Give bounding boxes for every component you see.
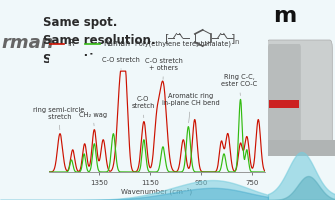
Text: ]: ] [230,33,235,43]
Text: Aromatic ring
in-plane CH bend: Aromatic ring in-plane CH bend [162,93,220,123]
Text: n: n [235,40,239,46]
Bar [268,140,335,156]
Text: CH₂ wag: CH₂ wag [79,112,107,126]
Text: C-O stretch: C-O stretch [102,57,140,69]
Text: [: [ [165,33,170,43]
Text: Raman: Raman [104,40,131,48]
Text: rman: rman [1,34,54,52]
Text: m: m [273,6,296,26]
Text: Same spot.
Same resolution.
Same time.: Same spot. Same resolution. Same time. [43,16,155,66]
Text: C-O
stretch: C-O stretch [131,96,155,118]
Text: Ring C-C,
ester CO-C: Ring C-C, ester CO-C [221,74,257,96]
FancyBboxPatch shape [267,40,332,152]
Text: C-O stretch
+ others: C-O stretch + others [144,58,183,79]
Bar [269,100,299,108]
Text: IR: IR [67,40,75,48]
X-axis label: Wavenumber (cm⁻¹): Wavenumber (cm⁻¹) [121,187,192,195]
FancyBboxPatch shape [268,44,301,148]
Text: ring semi-circle
 stretch: ring semi-circle stretch [33,107,84,130]
Text: Poly(ethylene terephthalate): Poly(ethylene terephthalate) [135,41,231,47]
